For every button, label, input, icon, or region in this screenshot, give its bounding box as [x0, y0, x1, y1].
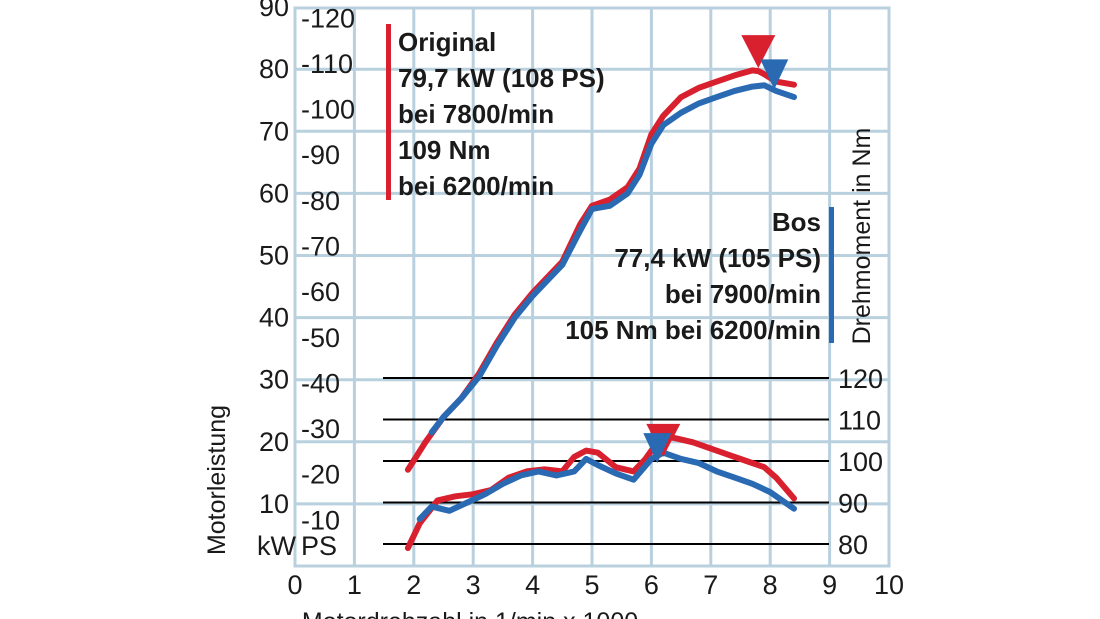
nm-tick-label: 110 — [838, 406, 881, 436]
kw-tick-label: 30 — [259, 365, 289, 395]
x-tick-label: 0 — [287, 570, 302, 600]
nm-tick-label: 100 — [838, 447, 883, 477]
x-axis-title: Motordrehzahl in 1/min x 1000 — [302, 608, 638, 619]
legend-original: Original 79,7 kW (108 PS) bei 7800/min 109 … — [398, 27, 605, 201]
legend-bos-line: Bos — [772, 207, 821, 237]
kw-tick-label: 40 — [259, 303, 289, 333]
x-tick-label: 4 — [525, 570, 540, 600]
nm-tick-label: 80 — [838, 530, 868, 560]
ps-tick-label: -60 — [301, 277, 340, 307]
nm-tick-label: 90 — [838, 489, 868, 519]
kw-tick-label: 10 — [259, 489, 289, 519]
ps-tick-label: -90 — [301, 140, 340, 170]
legend-original-line: Original — [398, 27, 496, 57]
y-axis-title-right: Drehmoment in Nm — [848, 128, 876, 345]
x-tick-label: 10 — [874, 570, 904, 600]
series-line-bos-power — [428, 82, 797, 436]
x-tick-label: 2 — [406, 570, 421, 600]
ps-tick-label: -100 — [301, 95, 355, 125]
legend-original-line: bei 7800/min — [398, 99, 554, 129]
peak-marker-bos-power — [760, 59, 789, 90]
ps-tick-label: -10 — [301, 505, 340, 535]
ps-tick-label: -110 — [301, 49, 353, 79]
series-layer — [404, 67, 797, 552]
kw-tick-label: 80 — [259, 54, 289, 84]
ps-tick-label: -50 — [301, 323, 340, 353]
legend-bos-line: bei 7900/min — [665, 279, 821, 309]
x-tick-labels: 0 1 2 3 4 5 6 7 8 9 10 — [287, 570, 904, 600]
kw-tick-label: 60 — [259, 178, 289, 208]
legend-bos-bar — [829, 207, 834, 343]
x-tick-label: 1 — [347, 570, 362, 600]
legend-original-line: bei 6200/min — [398, 171, 554, 201]
ps-tick-label: -120 — [301, 3, 355, 33]
legend-bos: Bos 77,4 kW (105 PS) bei 7900/min 105 Nm be… — [565, 207, 821, 345]
y-axis-title-left: Motorleistung — [203, 405, 231, 555]
nm-tick-label: 120 — [838, 364, 883, 394]
kw-tick-label: 50 — [259, 241, 289, 271]
legend-bos-line: 77,4 kW (105 PS) — [614, 243, 821, 273]
kw-unit-label: kW — [257, 531, 297, 561]
x-tick-label: 7 — [703, 570, 718, 600]
x-tick-label: 3 — [466, 570, 481, 600]
peak-marker-bos-torque — [643, 433, 672, 464]
kw-tick-label: 20 — [259, 427, 289, 457]
peak-markers — [643, 35, 789, 464]
x-tick-label: 9 — [822, 570, 837, 600]
legend-bos-line: 105 Nm bei 6200/min — [565, 315, 821, 345]
ps-tick-label: -40 — [301, 368, 340, 398]
legend-original-bar — [386, 24, 391, 200]
kw-tick-label: 70 — [259, 116, 289, 146]
ps-unit-label: PS — [301, 531, 337, 561]
x-tick-label: 8 — [763, 570, 778, 600]
legend-original-line: 79,7 kW (108 PS) — [398, 63, 605, 93]
ps-tick-label: -30 — [301, 414, 340, 444]
series-line-original-torque — [404, 433, 797, 552]
ps-tick-label: -20 — [301, 460, 340, 490]
x-tick-label: 6 — [644, 570, 659, 600]
kw-tick-label: 90 — [259, 0, 289, 22]
peak-marker-original-power — [741, 35, 776, 69]
ps-tick-label: -70 — [301, 231, 340, 261]
ps-tick-label: -80 — [301, 186, 340, 216]
nm-tick-labels: 80 90 100 110 120 — [838, 364, 883, 560]
ps-tick-labels: -10 -20 -30 -40 -50 -60 -70 -80 -90 -100 -110 -120 — [301, 3, 355, 535]
series-line-bos-torque — [416, 449, 797, 523]
x-tick-label: 5 — [584, 570, 599, 600]
legend-original-line: 109 Nm — [398, 135, 491, 165]
kw-tick-labels: 10 20 30 40 50 60 70 80 90 — [259, 0, 289, 519]
plot-frame — [293, 6, 891, 568]
